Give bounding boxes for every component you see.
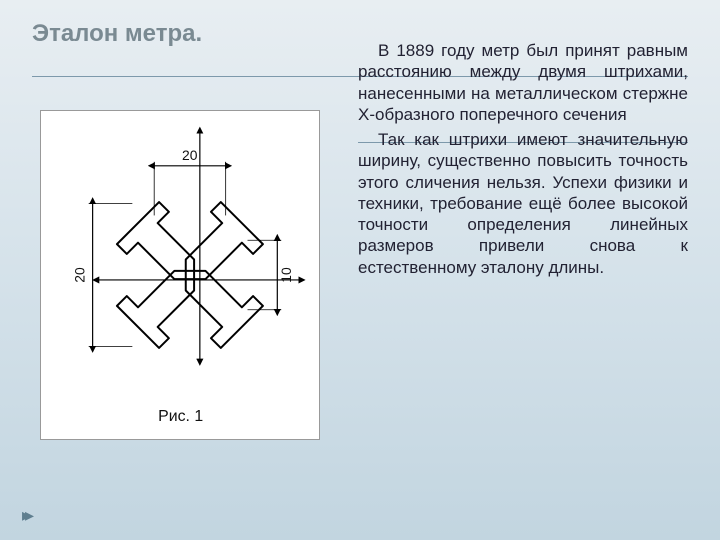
paragraph-1: В 1889 году метр был принят равным расст… bbox=[358, 40, 688, 125]
page-title: Эталон метра. bbox=[32, 20, 202, 48]
figure-x-section: 20 20 10 Рис. 1 bbox=[40, 110, 320, 440]
chevron-icon: ▸▸ bbox=[22, 505, 28, 526]
svg-text:20: 20 bbox=[72, 267, 88, 283]
paragraph-2: Так как штрихи имеют значительную ширину… bbox=[358, 129, 688, 278]
figure-caption: Рис. 1 bbox=[158, 408, 203, 425]
svg-text:10: 10 bbox=[278, 267, 294, 283]
svg-text:20: 20 bbox=[182, 147, 198, 163]
figure-svg: 20 20 10 Рис. 1 bbox=[41, 111, 319, 439]
body-text: В 1889 году метр был принят равным расст… bbox=[358, 40, 688, 282]
